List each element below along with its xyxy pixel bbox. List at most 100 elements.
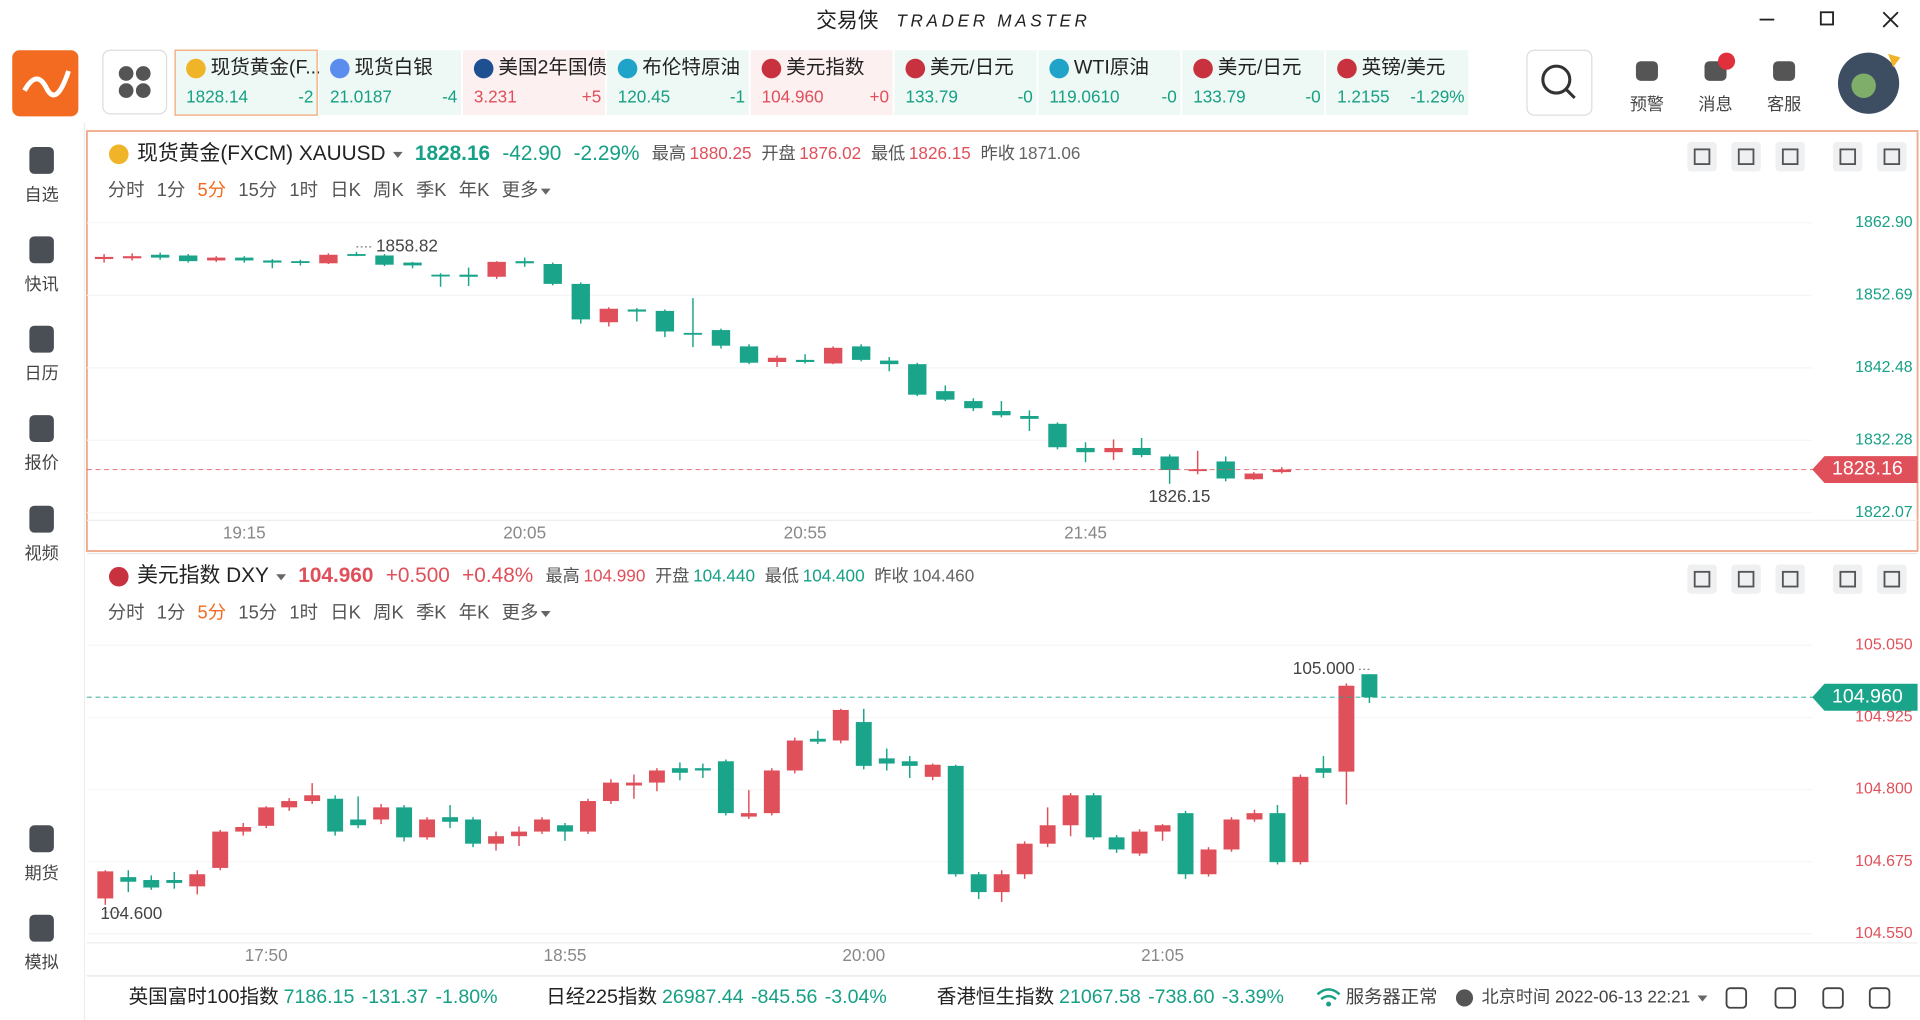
candle-body	[648, 770, 665, 783]
quote-icon	[1337, 58, 1357, 79]
x-tick-label: 19:15	[223, 522, 266, 542]
search-icon-handle	[1565, 88, 1576, 100]
sidebar-label: 日历	[25, 363, 59, 383]
candle-body	[120, 877, 137, 882]
period-tab[interactable]: 15分	[238, 601, 277, 622]
sidebar-icon[interactable]	[29, 415, 54, 443]
panel-tool-button[interactable]	[1877, 142, 1907, 172]
candle-body	[947, 765, 964, 875]
candle-body	[1269, 813, 1286, 863]
candle-body	[373, 807, 390, 820]
panel-tool-button[interactable]	[1877, 564, 1907, 594]
panel-tool-button[interactable]	[1731, 142, 1761, 172]
quote-icon	[905, 58, 926, 79]
menu-icon	[118, 66, 151, 98]
panel-border-active	[86, 130, 1919, 552]
x-tick-label: 20:05	[503, 522, 546, 542]
ticker-name: 日经225指数	[546, 986, 657, 1008]
menu-button[interactable]	[102, 49, 168, 115]
period-tab[interactable]: 日K	[330, 179, 361, 200]
candle-body	[1020, 415, 1039, 419]
period-tab[interactable]: 年K	[459, 601, 490, 622]
stat-label: 开盘	[761, 143, 795, 163]
panel-tool-button[interactable]	[1731, 564, 1761, 594]
panel-tool-button[interactable]	[1687, 142, 1717, 172]
instrument-name: 美元指数 DXY	[137, 564, 269, 587]
footer-tool[interactable]	[1868, 987, 1891, 1009]
period-tab[interactable]: 1时	[289, 601, 318, 622]
ticker-name: 香港恒生指数	[937, 986, 1055, 1008]
sidebar-icon[interactable]	[29, 325, 54, 353]
y-tick-label: 1852.69	[1855, 287, 1913, 304]
candle-body	[487, 261, 506, 277]
footer-tool[interactable]	[1774, 987, 1797, 1009]
panel-tool-button[interactable]	[1775, 564, 1805, 594]
last-price-tag	[1812, 683, 1918, 711]
sidebar-icon[interactable]	[29, 505, 54, 533]
candle-body	[1085, 795, 1102, 838]
candle-body	[1160, 456, 1179, 470]
sidebar-icon[interactable]	[29, 146, 54, 174]
quote-change: +0	[869, 86, 889, 106]
period-tab[interactable]: 1时	[289, 179, 318, 200]
panel-tool-glyph	[1737, 148, 1755, 165]
period-tab[interactable]: 1分	[157, 179, 186, 200]
toolbar-icon[interactable]	[1635, 61, 1658, 81]
period-tab[interactable]: 季K	[416, 601, 447, 622]
candle-body	[602, 782, 619, 802]
period-tab[interactable]: 季K	[416, 179, 447, 200]
period-tab[interactable]: 年K	[459, 179, 490, 200]
window-controls[interactable]	[1759, 11, 1899, 28]
candle-body	[1272, 469, 1291, 473]
footer-tool[interactable]	[1725, 987, 1748, 1009]
annotation-label: 104.600	[100, 903, 162, 923]
sidebar-icon[interactable]	[29, 825, 54, 853]
stat-label: 最低	[765, 565, 799, 585]
close-window[interactable]	[1882, 11, 1899, 28]
panel-tool-button[interactable]	[1833, 142, 1863, 172]
ticker-percent: -3.39%	[1222, 986, 1284, 1008]
candle-body	[442, 817, 459, 822]
panel-tool-glyph	[1781, 570, 1799, 588]
period-tab[interactable]: 分时	[108, 601, 145, 622]
sidebar-icon[interactable]	[29, 914, 54, 942]
panel-tool-button[interactable]	[1775, 142, 1805, 172]
sidebar-icon[interactable]	[29, 236, 54, 264]
candle-body	[1338, 685, 1355, 772]
quote-name: 美元/日元	[930, 57, 1014, 79]
quote-change: -0	[1162, 86, 1177, 106]
sidebar-label: 模拟	[25, 952, 59, 972]
period-tab[interactable]: 更多	[502, 179, 539, 200]
restore[interactable]	[1819, 11, 1834, 26]
quote-name: 美元/日元	[1218, 57, 1302, 79]
search-button[interactable]	[1526, 49, 1593, 116]
app-subtitle: TRADER MASTER	[896, 11, 1090, 31]
y-tick-label: 1822.07	[1855, 504, 1913, 521]
footer-tool[interactable]	[1822, 987, 1844, 1009]
period-tab[interactable]: 日K	[330, 601, 361, 622]
logo-mark	[22, 70, 71, 98]
candle-body	[235, 257, 254, 261]
period-tab[interactable]: 周K	[373, 601, 404, 622]
candle-body	[1223, 819, 1240, 850]
candle-body	[1200, 849, 1217, 875]
candle-body	[855, 722, 872, 766]
period-tab[interactable]: 1分	[157, 601, 186, 622]
period-tab[interactable]: 分时	[108, 179, 145, 200]
period-tab[interactable]: 5分	[198, 601, 227, 622]
stat-value: 104.990	[583, 565, 645, 585]
candle-body	[739, 346, 759, 363]
quote-price: 120.45	[618, 86, 670, 106]
period-tab[interactable]: 周K	[373, 179, 404, 200]
panel-tool-button[interactable]	[1687, 564, 1717, 594]
panel-tool-button[interactable]	[1833, 564, 1863, 594]
period-tab[interactable]: 更多	[502, 601, 539, 622]
stat-value: 1880.25	[690, 143, 752, 163]
toolbar-label: 预警	[1630, 94, 1664, 114]
candle-body	[1048, 423, 1067, 448]
y-tick-label: 1842.48	[1855, 359, 1913, 376]
period-tab[interactable]: 15分	[238, 179, 277, 200]
candle-body	[543, 264, 562, 284]
period-tab[interactable]: 5分	[198, 179, 227, 200]
toolbar-icon[interactable]	[1773, 61, 1796, 81]
